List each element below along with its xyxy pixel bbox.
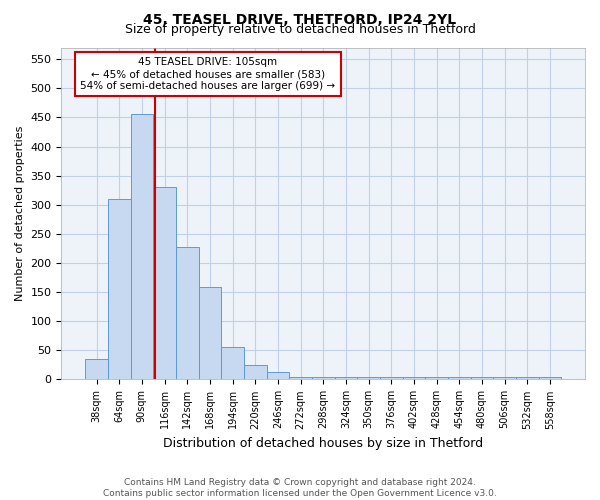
Bar <box>470 376 493 380</box>
Bar <box>516 376 539 380</box>
Bar <box>221 348 244 380</box>
Text: 45, TEASEL DRIVE, THETFORD, IP24 2YL: 45, TEASEL DRIVE, THETFORD, IP24 2YL <box>143 12 457 26</box>
Bar <box>357 376 380 380</box>
Bar <box>199 288 221 380</box>
Bar <box>266 372 289 380</box>
Bar <box>539 376 561 380</box>
Bar <box>425 376 448 380</box>
Bar <box>289 376 312 380</box>
Bar <box>153 188 176 380</box>
Bar <box>312 376 335 380</box>
Bar <box>448 376 470 380</box>
Text: 45 TEASEL DRIVE: 105sqm
← 45% of detached houses are smaller (583)
54% of semi-d: 45 TEASEL DRIVE: 105sqm ← 45% of detache… <box>80 58 335 90</box>
Bar <box>85 359 108 380</box>
Bar <box>176 246 199 380</box>
Text: Size of property relative to detached houses in Thetford: Size of property relative to detached ho… <box>125 22 475 36</box>
X-axis label: Distribution of detached houses by size in Thetford: Distribution of detached houses by size … <box>163 437 483 450</box>
Bar <box>108 199 131 380</box>
Bar <box>403 376 425 380</box>
Bar <box>244 365 266 380</box>
Bar <box>131 114 153 380</box>
Bar <box>493 376 516 380</box>
Y-axis label: Number of detached properties: Number of detached properties <box>15 126 25 301</box>
Bar <box>335 376 357 380</box>
Bar <box>380 376 403 380</box>
Text: Contains HM Land Registry data © Crown copyright and database right 2024.
Contai: Contains HM Land Registry data © Crown c… <box>103 478 497 498</box>
